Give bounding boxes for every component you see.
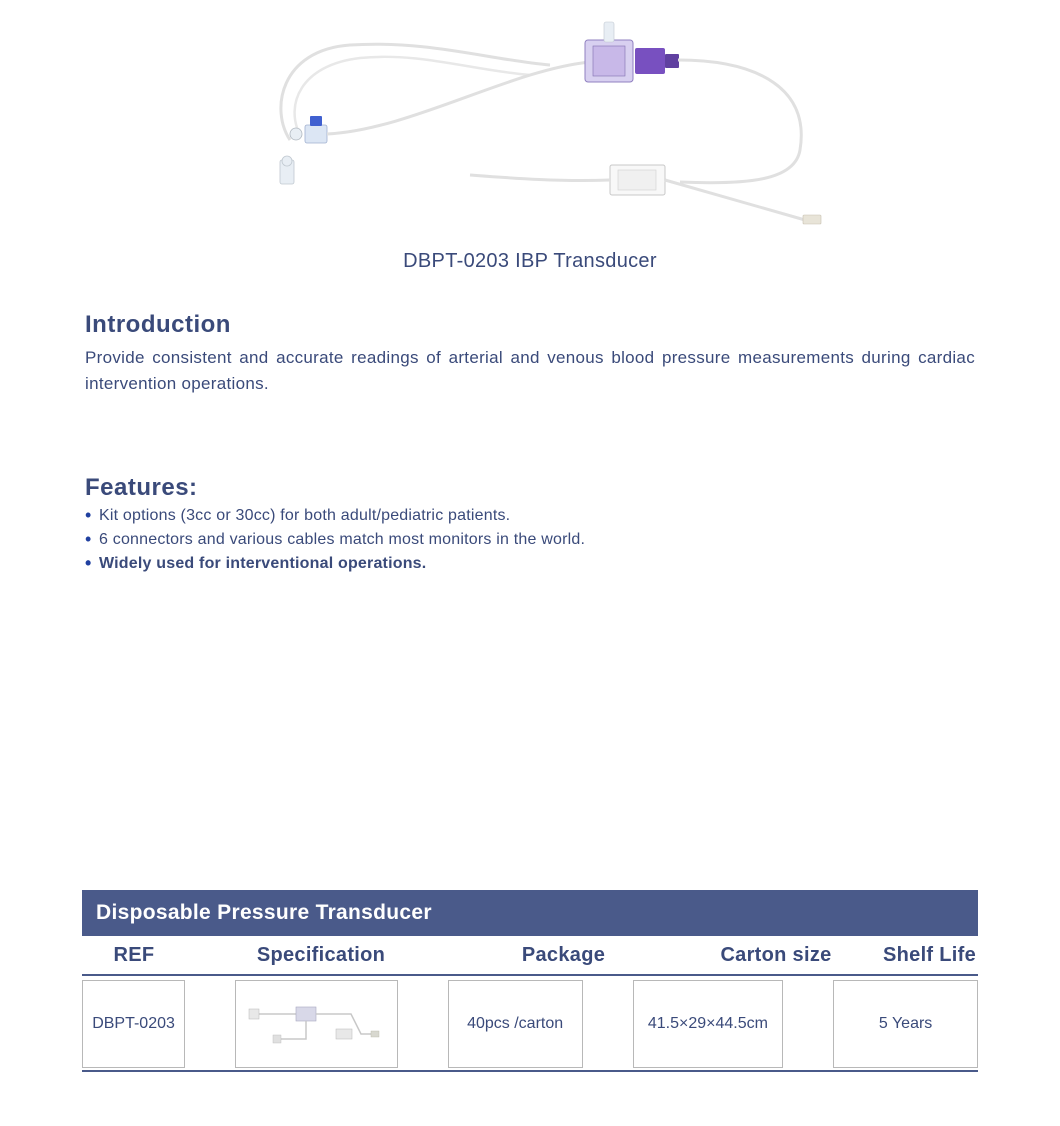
cell-specification bbox=[235, 980, 398, 1068]
feature-item: Kit options (3cc or 30cc) for both adult… bbox=[85, 504, 975, 528]
introduction-text: Provide consistent and accurate readings… bbox=[85, 345, 975, 396]
col-header-package: Package bbox=[456, 944, 671, 967]
features-heading: Features: bbox=[85, 474, 975, 502]
table-column-headers: REF Specification Package Carton size Sh… bbox=[82, 936, 978, 976]
table-title: Disposable Pressure Transducer bbox=[96, 901, 432, 925]
col-header-shelf: Shelf Life bbox=[881, 944, 978, 967]
cell-ref: DBPT-0203 bbox=[82, 980, 185, 1068]
table-row: DBPT-0203 40pcs /carton 41.5×29×44.5cm 5… bbox=[82, 976, 978, 1072]
col-header-ref: REF bbox=[82, 944, 186, 967]
cell-carton-size: 41.5×29×44.5cm bbox=[633, 980, 784, 1068]
spec-mini-diagram bbox=[241, 989, 391, 1059]
product-image bbox=[210, 10, 850, 240]
feature-list: Kit options (3cc or 30cc) for both adult… bbox=[85, 504, 975, 576]
feature-item: 6 connectors and various cables match mo… bbox=[85, 528, 975, 552]
col-header-spec: Specification bbox=[186, 944, 456, 967]
introduction-section: Introduction Provide consistent and accu… bbox=[0, 311, 1060, 396]
feature-item: Widely used for interventional operation… bbox=[85, 552, 975, 576]
transducer-diagram bbox=[210, 10, 850, 240]
cell-shelf-life: 5 Years bbox=[833, 980, 978, 1068]
product-title: DBPT-0203 IBP Transducer bbox=[0, 250, 1060, 273]
introduction-heading: Introduction bbox=[85, 311, 975, 339]
cell-package: 40pcs /carton bbox=[448, 980, 583, 1068]
table-header-bar: Disposable Pressure Transducer bbox=[82, 890, 978, 936]
col-header-carton: Carton size bbox=[671, 944, 881, 967]
features-section: Features: Kit options (3cc or 30cc) for … bbox=[0, 474, 1060, 576]
spec-table: Disposable Pressure Transducer REF Speci… bbox=[82, 890, 978, 1072]
